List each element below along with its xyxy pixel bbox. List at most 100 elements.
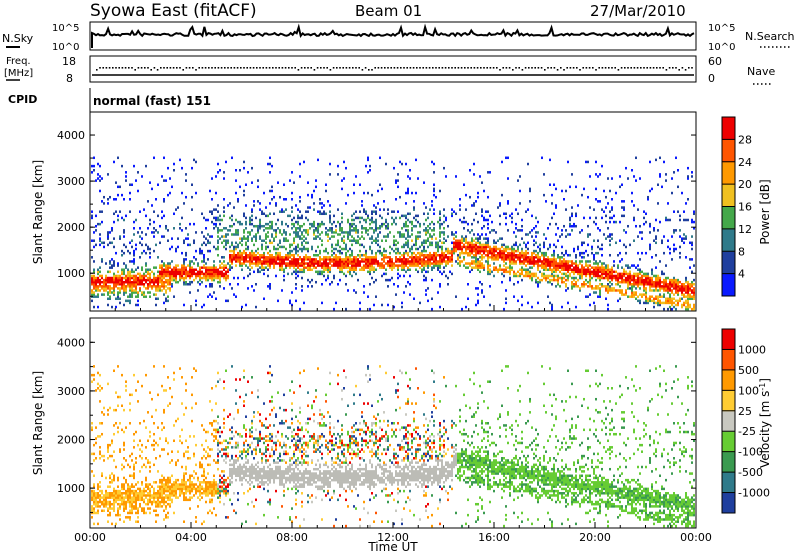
power-cell [469,231,471,234]
velocity-cell [101,387,103,390]
power-cell [581,266,583,269]
power-cell [595,291,597,294]
power-cell [297,262,299,265]
power-cell [605,214,607,218]
power-cell [505,249,507,253]
power-cell [397,264,399,267]
power-cell [97,173,99,176]
power-cell [439,285,441,288]
power-cell [667,218,669,222]
power-cell [263,262,265,265]
power-cell [283,210,285,213]
power-cell [663,285,665,288]
power-cell [335,231,337,234]
power-cell [183,262,185,265]
power-cell [653,301,655,305]
power-cell [333,256,335,259]
nave-point [275,67,277,69]
power-cell [547,260,549,263]
power-cell [515,260,517,263]
power-cell [229,264,231,267]
power-cell [515,253,517,257]
power-cell [365,227,367,230]
velocity-cell [99,496,101,499]
power-cell [505,301,507,305]
power-cell [383,272,385,276]
power-cell [437,241,439,245]
power-cell [657,183,659,187]
power-cell [123,283,125,286]
y-tick-label: 2000 [57,221,85,234]
power-cell [657,202,659,205]
power-cell [351,229,353,232]
power-cell [411,253,413,257]
power-cell [661,301,663,305]
velocity-cell [121,463,123,467]
power-cell [419,222,421,226]
power-cell [575,214,577,218]
power-cell [321,212,323,216]
power-cell [329,260,331,263]
power-cell [365,266,367,269]
power-cell [147,227,149,230]
power-cell [121,276,123,280]
power-cell [283,231,285,234]
power-cell [357,216,359,220]
power-cell [587,266,589,269]
power-cell [607,272,609,276]
power-cell [371,218,373,222]
power-cell [189,291,191,294]
power-cell [621,214,623,218]
power-cell [107,297,109,301]
power-cell [539,247,541,251]
power-cell [573,278,575,282]
velocity-cell [93,485,95,488]
power-cell [583,270,585,274]
power-cell [661,295,663,298]
power-cell [567,268,569,271]
power-cell [485,210,487,213]
power-cell [419,266,421,269]
power-cell [643,272,645,276]
power-cell [573,276,575,280]
power-cell [321,206,323,209]
power-cell [201,266,203,269]
velocity-cell [99,505,101,508]
power-cell [143,293,145,296]
power-cell [177,206,179,209]
power-cell [631,287,633,290]
power-cell [639,224,641,228]
nave-point [185,67,188,69]
nave-point [544,69,546,71]
velocity-cell [103,498,105,502]
power-cell [679,280,681,284]
power-cell [257,200,259,203]
power-cell [159,272,161,276]
power-cell [387,285,389,288]
nave-point [617,69,620,71]
velocity-cell [117,492,119,495]
power-cell [471,256,473,259]
power-cell [221,241,223,245]
power-cell [429,235,431,238]
power-cell [115,198,117,201]
power-cell [133,251,135,255]
power-cell [607,177,609,180]
power-cell [197,280,199,284]
power-cell [177,264,179,267]
power-cell [241,243,243,247]
power-cell [273,266,275,269]
power-cell [463,256,465,259]
power-cell [571,214,573,218]
power-cell [685,289,687,292]
power-cell [289,301,291,305]
power-cell [313,220,315,224]
power-cell [525,233,527,236]
power-cell [159,280,161,284]
power-cell [573,268,575,271]
power-cell [561,251,563,255]
power-cell [551,270,553,274]
nave-point [134,69,136,71]
power-cell [597,245,599,249]
nave-point [454,67,456,69]
